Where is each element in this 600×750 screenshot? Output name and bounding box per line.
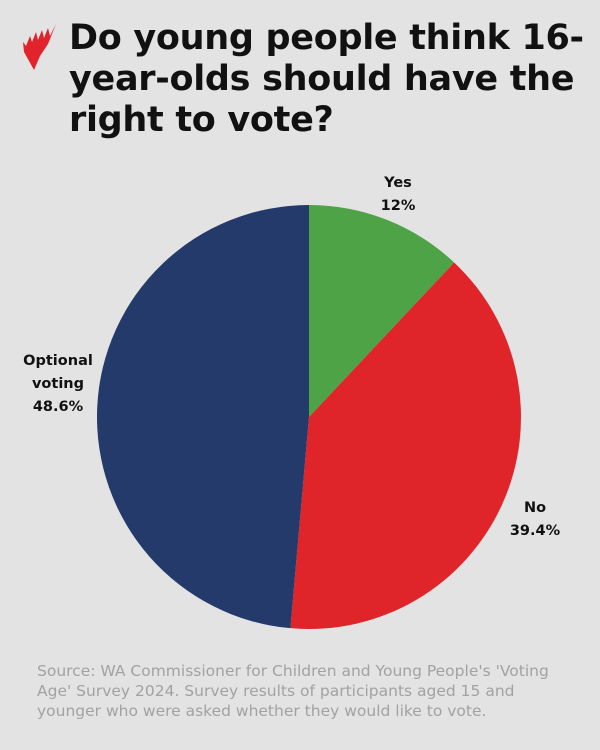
chart-title: Do young people think 16-year-olds shoul… [69,18,584,140]
label-yes: Yes 12% [368,172,428,218]
label-no-name: No [523,500,547,516]
pie-slice-optional-voting [96,205,309,629]
pie-slice-no [290,262,521,629]
label-yes-name: Yes [384,175,412,191]
label-optional-value: 48.6% [32,399,84,415]
label-optional-name-1: Optional [23,353,93,369]
pie-slice-yes [309,205,455,417]
source-note: Source: WA Commissioner for Children and… [37,662,549,720]
label-no: No 39.4% [500,497,570,543]
label-no-value: 39.4% [509,523,561,539]
label-yes-value: 12% [380,198,416,214]
sbs-logo-icon [23,24,56,70]
label-optional-name-2: voting [31,376,85,392]
label-optional-voting: Optional voting 48.6% [13,350,103,419]
